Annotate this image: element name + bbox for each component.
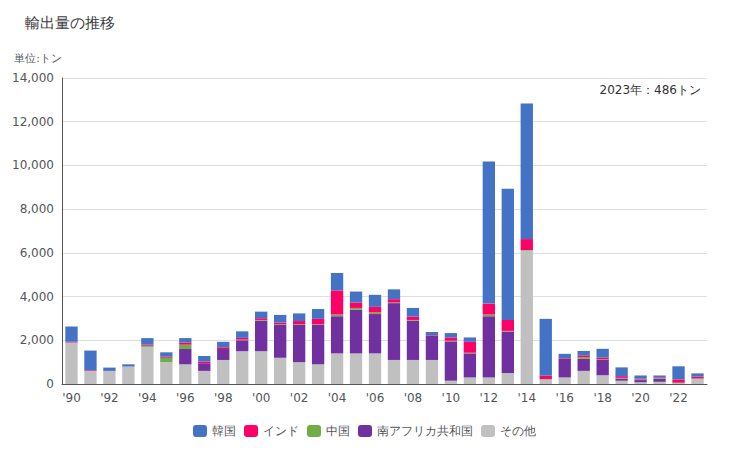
svg-text:4,000: 4,000 — [20, 290, 54, 304]
svg-text:韓国: 韓国 — [212, 424, 236, 438]
svg-text:中国: 中国 — [326, 424, 350, 438]
svg-text:'90: '90 — [62, 391, 81, 405]
svg-text:'04: '04 — [328, 391, 347, 405]
svg-text:12,000: 12,000 — [12, 115, 54, 129]
svg-text:単位:トン: 単位:トン — [14, 52, 62, 65]
svg-text:'00: '00 — [252, 391, 271, 405]
svg-text:'92: '92 — [100, 391, 119, 405]
svg-text:輸出量の推移: 輸出量の推移 — [25, 14, 115, 32]
svg-text:'18: '18 — [593, 391, 612, 405]
svg-text:'22: '22 — [669, 391, 688, 405]
svg-text:'10: '10 — [442, 391, 461, 405]
svg-text:6,000: 6,000 — [20, 246, 54, 260]
svg-text:'96: '96 — [176, 391, 195, 405]
svg-text:その他: その他 — [500, 424, 536, 438]
svg-text:'12: '12 — [480, 391, 499, 405]
svg-text:'16: '16 — [555, 391, 574, 405]
svg-text:14,000: 14,000 — [12, 71, 54, 85]
svg-text:南アフリカ共和国: 南アフリカ共和国 — [377, 424, 473, 438]
svg-text:8,000: 8,000 — [20, 202, 54, 216]
svg-text:2023年：486トン: 2023年：486トン — [600, 83, 701, 97]
svg-text:'06: '06 — [366, 391, 385, 405]
svg-text:'94: '94 — [138, 391, 157, 405]
svg-text:'20: '20 — [631, 391, 650, 405]
svg-text:'14: '14 — [517, 391, 536, 405]
svg-text:2,000: 2,000 — [20, 333, 54, 347]
svg-text:'08: '08 — [404, 391, 423, 405]
svg-text:インド: インド — [263, 424, 299, 438]
svg-text:'98: '98 — [214, 391, 233, 405]
svg-text:10,000: 10,000 — [12, 158, 54, 172]
svg-text:0: 0 — [46, 377, 54, 391]
svg-text:'02: '02 — [290, 391, 309, 405]
